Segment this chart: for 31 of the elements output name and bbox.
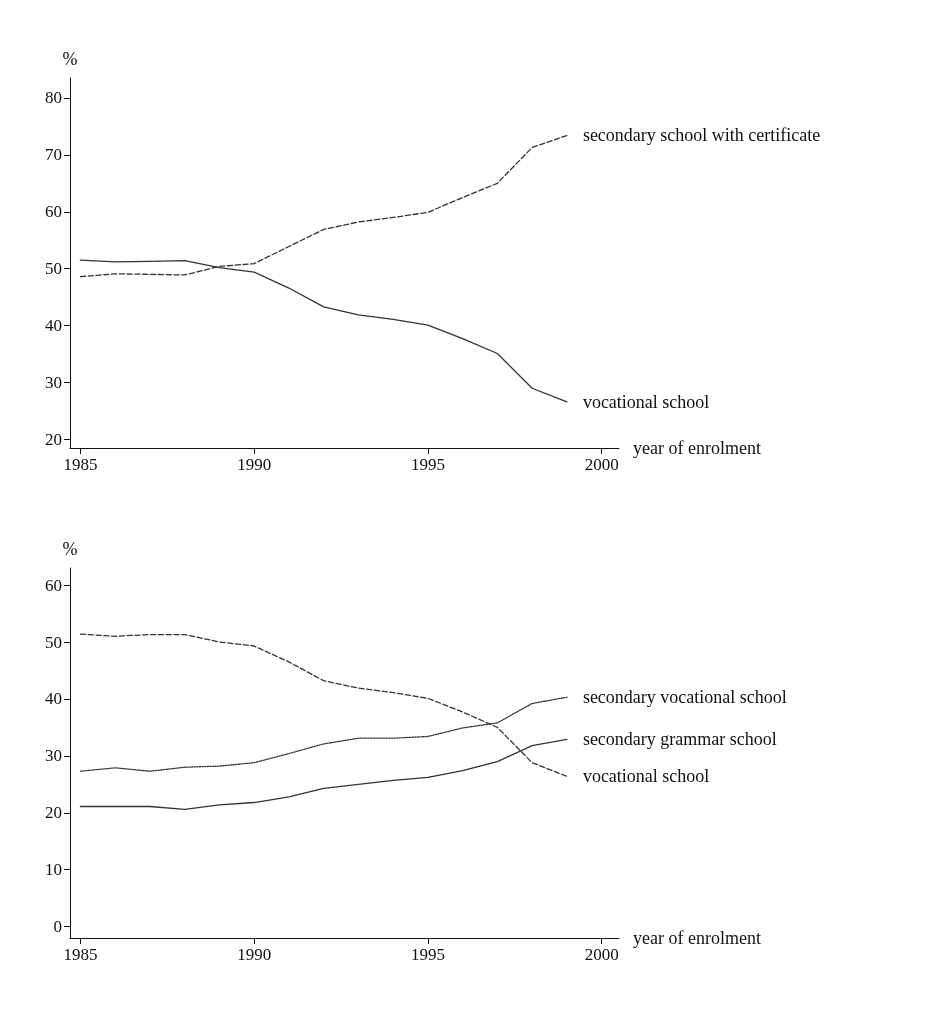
x-tick-label: 2000 xyxy=(584,455,619,474)
y-tick-label: 30 xyxy=(45,373,62,393)
y-tick-label: 30 xyxy=(45,746,62,766)
series-label: secondary grammar school xyxy=(582,729,777,750)
x-tick-label: 1990 xyxy=(237,945,272,964)
x-tick-label: 2000 xyxy=(584,945,619,964)
series-label: secondary vocational school xyxy=(582,687,787,708)
series-label: vocational school xyxy=(582,766,710,787)
x-tick-label: 1985 xyxy=(63,945,98,964)
x-tick-label: 1985 xyxy=(63,455,98,474)
series-label: vocational school xyxy=(582,391,710,412)
y-tick-label: 40 xyxy=(45,689,62,709)
y-tick-label: 20 xyxy=(45,429,62,449)
series-label: secondary school with certificate xyxy=(582,125,821,146)
x-axis-title: year of enrolment xyxy=(633,928,761,948)
y-tick-label: 60 xyxy=(45,575,62,595)
x-tick-label: 1995 xyxy=(410,455,445,474)
y-tick-label: 10 xyxy=(45,860,62,880)
y-tick-label: 80 xyxy=(45,88,62,108)
y-tick-label: 0 xyxy=(53,917,62,937)
y-axis-title: % xyxy=(62,49,78,69)
y-tick-label: 60 xyxy=(45,202,62,222)
y-tick-label: 40 xyxy=(45,316,62,336)
y-tick-label: 20 xyxy=(45,803,62,823)
y-tick-label: 70 xyxy=(45,145,62,165)
y-tick-label: 50 xyxy=(45,259,62,279)
x-tick-label: 1990 xyxy=(237,455,272,474)
x-tick-label: 1995 xyxy=(410,945,445,964)
x-axis-title: year of enrolment xyxy=(633,438,761,458)
y-axis-title: % xyxy=(62,539,78,559)
y-tick-label: 50 xyxy=(45,632,62,652)
